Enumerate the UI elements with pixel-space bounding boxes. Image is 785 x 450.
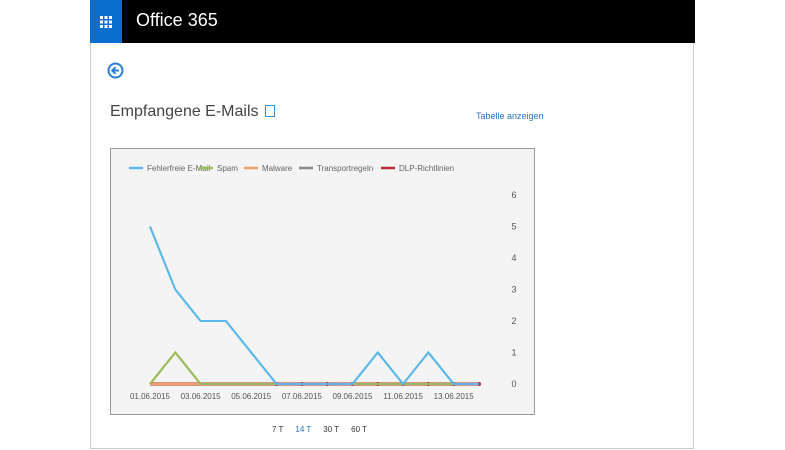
chart-container: Fehlerfreie E-Mail Spam Malware Transportre… [110, 148, 535, 415]
app-launcher-icon[interactable] [90, 0, 122, 43]
range-30-days[interactable]: 30 T [323, 425, 340, 434]
x-tick-label: 11.06.2015 [383, 392, 423, 401]
y-tick-label: 0 [511, 379, 516, 389]
y-tick-label: 3 [511, 285, 516, 295]
page-title-text: Empfangene E-Mails [110, 103, 259, 120]
legend-label: Transportregeln [317, 164, 373, 173]
series-line [149, 226, 479, 386]
x-tick-label: 13.06.2015 [434, 392, 475, 401]
legend-label: Fehlerfreie E-Mail [147, 164, 210, 173]
range-60-days[interactable]: 60 T [351, 425, 368, 434]
range-7-days[interactable]: 7 T [272, 425, 284, 434]
show-table-link[interactable]: Tabelle anzeigen [476, 111, 544, 121]
app-title: Office 365 [136, 10, 218, 30]
y-tick-label: 4 [511, 253, 516, 263]
page-frame [90, 0, 694, 449]
x-tick-label: 03.06.2015 [181, 392, 222, 401]
top-bar: Office 365 [90, 0, 695, 43]
x-tick-label: 05.06.2015 [231, 392, 272, 401]
legend-label: Spam [217, 164, 238, 173]
legend-label: Malware [262, 164, 293, 173]
series-line [149, 350, 479, 385]
series-line-spam [149, 350, 202, 385]
legend-label: DLP-Richtlinien [399, 164, 454, 173]
series-line-fehlerfreie [149, 226, 479, 386]
time-range-selector: 7 T 14 T 30 T 60 T [272, 425, 367, 434]
y-tick-label: 5 [511, 222, 516, 232]
y-tick-label: 2 [511, 316, 516, 326]
y-tick-label: 6 [511, 190, 516, 200]
x-tick-label: 01.06.2015 [130, 392, 171, 401]
x-tick-label: 07.06.2015 [282, 392, 323, 401]
popout-icon[interactable] [264, 105, 275, 117]
back-arrow-icon[interactable] [107, 62, 124, 84]
page-title: Empfangene E-Mails [110, 103, 275, 121]
x-tick-label: 09.06.2015 [332, 392, 373, 401]
line-chart: Fehlerfreie E-Mail Spam Malware Transportre… [129, 164, 517, 401]
y-tick-label: 1 [511, 348, 516, 358]
range-14-days[interactable]: 14 T [295, 425, 312, 434]
